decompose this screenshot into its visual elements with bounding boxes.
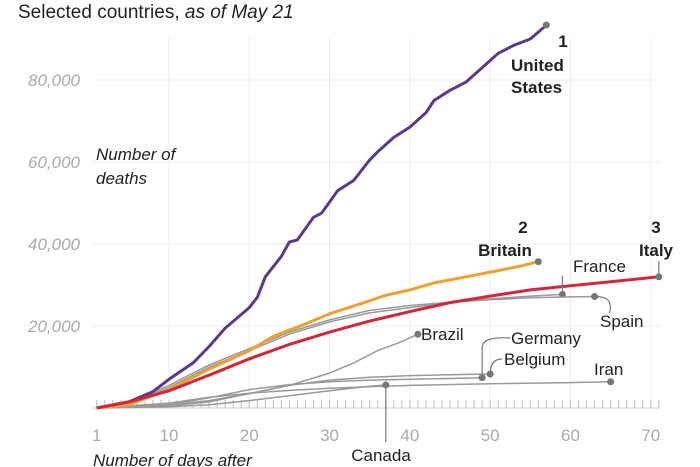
title-text: Selected countries,: [18, 2, 180, 23]
label-canada: Canada: [351, 446, 411, 465]
series-line-canada: [96, 384, 386, 409]
series-line-united-states: [96, 23, 548, 410]
x-tick-label: 20: [240, 426, 259, 445]
end-point-britain: [534, 258, 542, 266]
label-belgium: Belgium: [504, 350, 565, 369]
rank-italy: 3: [651, 218, 660, 237]
label-spain: Spain: [600, 312, 643, 331]
leader-belgium: [489, 358, 503, 374]
label-italy: Italy: [639, 241, 674, 260]
label-britain: Britain: [478, 241, 532, 260]
x-tick-label: 10: [160, 426, 179, 445]
series-line-iran: [96, 381, 611, 409]
x-tick-label: 50: [481, 426, 500, 445]
subtitle-text: as of May 21: [184, 2, 294, 23]
series-line-brazil: [96, 333, 419, 409]
label-france: France: [573, 257, 626, 276]
leader-spain: [594, 295, 611, 314]
series-labels: 1 United States 2 Britain 3 Italy France Spain Br…: [351, 32, 673, 465]
x-tick-label: 1: [92, 426, 101, 445]
series-line-britain: [96, 260, 539, 410]
series-line-france: [96, 293, 563, 409]
series-line-spain: [96, 295, 595, 409]
label-united-states-line1: United: [511, 56, 564, 75]
series-lines: [96, 21, 663, 410]
series-line-belgium: [96, 373, 491, 409]
x-tick-label: 60: [561, 426, 580, 445]
y-tick-label: 20,000: [27, 317, 81, 336]
y-axis-label-line1: Number of: [96, 145, 178, 164]
x-tick-label: 30: [320, 426, 339, 445]
x-tick-label: 70: [641, 426, 660, 445]
end-point-brazil: [414, 330, 422, 338]
rank-united-states: 1: [558, 32, 567, 51]
label-brazil: Brazil: [421, 325, 464, 344]
label-iran: Iran: [594, 360, 623, 379]
end-point-united-states: [542, 21, 550, 29]
label-united-states-line2: States: [511, 78, 562, 97]
gridlines: [93, 38, 660, 408]
y-axis-label-line2: deaths: [96, 169, 148, 188]
chart-title: Selected countries, as of May 21: [18, 2, 294, 24]
y-tick-label: 40,000: [28, 235, 81, 254]
end-point-iran: [607, 378, 615, 386]
x-axis-label: Number of days after: [93, 451, 253, 467]
y-tick-label: 80,000: [28, 71, 81, 90]
label-germany: Germany: [511, 329, 581, 348]
axis-ticks: 20,000 40,000 60,000 80,000 1 10 20 30 40 50 60 70: [27, 71, 660, 445]
y-tick-label: 60,000: [28, 153, 81, 172]
rank-britain: 2: [518, 218, 527, 237]
leader-germany: [481, 337, 511, 378]
series-line-italy: [96, 275, 659, 410]
x-tick-label: 40: [400, 426, 419, 445]
